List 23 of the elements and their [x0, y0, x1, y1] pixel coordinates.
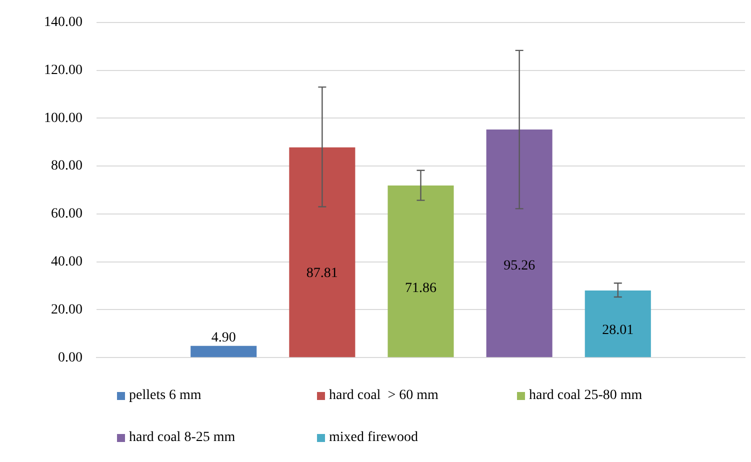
bar: [388, 186, 454, 358]
bar: [486, 130, 552, 358]
y-tick-label: 80.00: [51, 158, 82, 174]
y-tick-label: 60.00: [51, 206, 82, 222]
legend-label: hard coal 8-25 mm: [129, 430, 236, 446]
y-tick-label: 20.00: [51, 302, 82, 318]
legend-label: pellets 6 mm: [129, 388, 202, 404]
y-tick-label: 40.00: [51, 254, 82, 270]
data-label: 28.01: [602, 323, 634, 338]
y-tick-label: 140.00: [44, 15, 82, 30]
y-tick-label: 100.00: [44, 110, 82, 126]
data-label: 87.81: [306, 266, 338, 281]
data-label: 71.86: [405, 281, 436, 296]
legend-label: mixed firewood: [329, 430, 418, 446]
bar: [289, 147, 356, 358]
legend-label: hard coal 25-80 mm: [529, 388, 642, 404]
legend-label: hard coal > 60 mm: [329, 388, 438, 404]
bar: [584, 290, 651, 358]
y-tick-label: 0.00: [58, 350, 82, 366]
y-tick-label: 120.00: [44, 62, 82, 78]
bar: [190, 346, 257, 358]
data-label: 4.90: [211, 330, 236, 346]
data-label: 95.26: [504, 258, 536, 274]
